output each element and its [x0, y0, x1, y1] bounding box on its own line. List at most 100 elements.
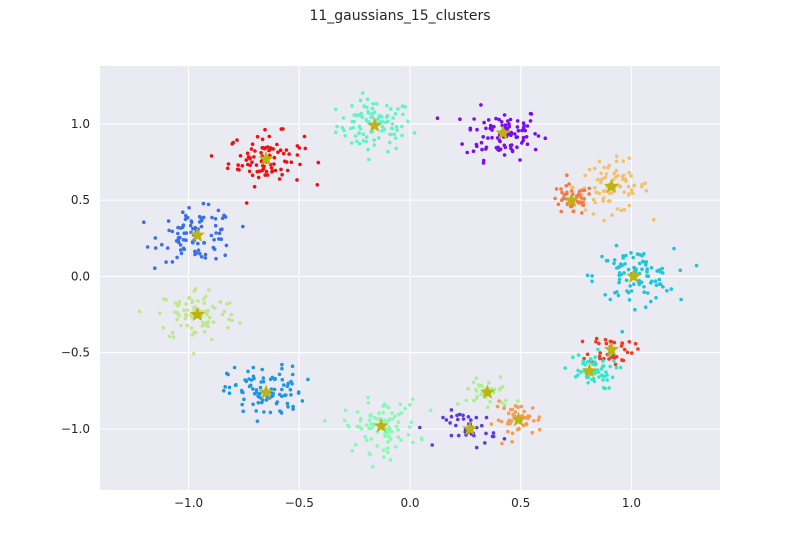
data-point: [179, 323, 183, 328]
data-point: [242, 397, 246, 402]
data-point: [480, 147, 484, 152]
data-point: [601, 359, 605, 363]
data-point: [227, 385, 232, 390]
data-point: [486, 118, 491, 122]
data-point: [409, 420, 414, 425]
data-point: [369, 422, 374, 426]
data-point: [367, 157, 371, 162]
data-point: [482, 120, 486, 125]
data-point: [259, 151, 263, 155]
data-point: [260, 137, 265, 142]
cluster-center-star: [462, 421, 478, 436]
data-point: [579, 200, 583, 204]
data-point: [277, 392, 282, 397]
data-point: [521, 135, 526, 140]
data-point: [419, 437, 424, 442]
data-point: [610, 213, 614, 217]
data-point: [173, 310, 177, 314]
data-point: [176, 225, 180, 230]
data-point: [190, 299, 195, 303]
data-point: [254, 409, 258, 413]
data-point: [189, 326, 194, 330]
data-point: [388, 140, 392, 145]
data-point: [201, 321, 205, 325]
data-point: [595, 177, 600, 182]
data-point: [272, 387, 277, 392]
data-point: [599, 367, 604, 371]
data-point: [384, 419, 388, 424]
data-point: [190, 333, 194, 337]
data-point: [585, 352, 590, 357]
data-point: [585, 273, 590, 278]
data-point: [207, 288, 211, 292]
data-point: [613, 291, 617, 295]
data-point: [604, 370, 608, 374]
data-point: [616, 173, 620, 178]
data-point: [516, 405, 520, 410]
data-point: [516, 399, 520, 403]
data-point: [610, 190, 615, 195]
data-point: [227, 317, 231, 322]
data-point: [165, 246, 170, 250]
data-point: [380, 129, 384, 133]
data-point: [569, 189, 574, 193]
data-point: [283, 393, 287, 398]
data-point: [164, 260, 168, 264]
x-axis-ticks: −1.0 −0.5 0.0 0.5 1.0: [174, 496, 641, 510]
cluster-center-star: [626, 268, 642, 283]
data-point: [363, 435, 368, 439]
data-point: [642, 285, 646, 289]
data-point: [580, 211, 584, 215]
data-point: [357, 124, 362, 129]
data-point: [245, 151, 250, 156]
data-point: [390, 122, 395, 126]
data-point: [617, 277, 622, 282]
data-point: [232, 365, 237, 370]
data-point: [484, 415, 489, 420]
data-point: [591, 197, 596, 202]
data-point: [480, 423, 484, 428]
data-point: [640, 267, 644, 272]
data-point: [577, 189, 582, 194]
data-point: [181, 223, 186, 227]
data-point: [428, 408, 433, 413]
data-point: [357, 131, 361, 135]
data-point: [496, 145, 500, 150]
data-point: [240, 402, 244, 407]
data-point: [161, 325, 166, 330]
data-point: [182, 231, 186, 235]
data-point: [598, 351, 602, 355]
data-point: [487, 380, 491, 385]
data-point: [614, 159, 619, 163]
data-point: [212, 238, 216, 242]
data-point: [370, 111, 375, 116]
data-point: [316, 160, 321, 165]
data-point: [625, 289, 629, 293]
data-point: [479, 383, 484, 388]
data-point: [369, 437, 374, 441]
data-point: [660, 266, 664, 271]
cluster-center-star: [479, 384, 496, 399]
data-point: [212, 247, 217, 251]
data-point: [365, 438, 369, 443]
data-point: [661, 285, 665, 289]
data-point: [520, 128, 524, 133]
data-point: [170, 260, 175, 264]
data-point: [388, 458, 393, 462]
data-point: [214, 256, 218, 261]
data-point: [197, 220, 202, 224]
data-point: [298, 162, 302, 167]
data-point: [153, 266, 157, 271]
data-point: [225, 166, 230, 171]
data-point: [366, 147, 370, 152]
data-point: [184, 313, 189, 317]
data-point: [484, 431, 488, 436]
cluster-centers: [189, 117, 642, 436]
data-point: [193, 287, 198, 291]
data-point: [267, 148, 271, 153]
data-point: [272, 155, 277, 160]
data-point: [499, 120, 504, 124]
data-point: [358, 98, 363, 103]
data-point: [475, 127, 479, 132]
data-point: [601, 385, 606, 390]
